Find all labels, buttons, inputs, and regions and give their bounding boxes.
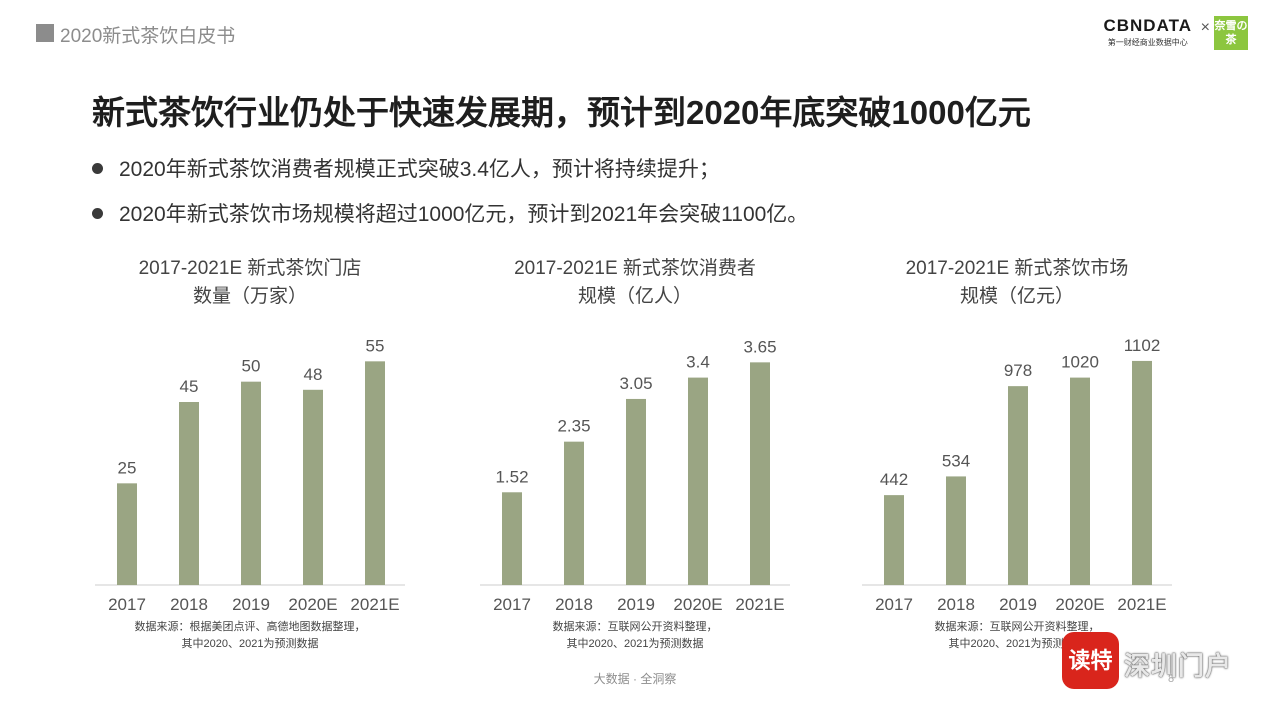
x-tick-label: 2018 <box>170 595 208 614</box>
chart-title-line: 2017-2021E 新式茶饮门店 <box>138 258 362 279</box>
bar-2018 <box>564 441 584 585</box>
bullet-text: 2020年新式茶饮市场规模将超过1000亿元，预计到2021年会突破1100亿。 <box>119 203 809 226</box>
bar-2021E <box>750 362 770 585</box>
bar-chart-consumers: 1.52 2017 2.35 2018 3.05 2019 3.4 2020E 3.65 2021… <box>480 337 790 614</box>
bar-2018 <box>946 476 966 585</box>
source-line: 其中2020、2021为预测数据 <box>948 638 1086 650</box>
data-label: 1102 <box>1124 336 1161 355</box>
data-label: 45 <box>180 377 199 396</box>
footer-tagline: 大数据 · 全洞察 <box>593 672 677 686</box>
x-tick-label: 2017 <box>108 595 146 614</box>
source-line: 数据来源：互联网公开资料整理， <box>552 621 718 633</box>
chart-title: 2017-2021E 新式茶饮消费者 规模（亿人） <box>475 255 795 311</box>
data-label: 48 <box>304 365 323 384</box>
partner-logo: 奈雪の茶 <box>1214 16 1248 50</box>
data-source-note: 数据来源：根据美团点评、高德地图数据整理， 其中2020、2021为预测数据 <box>90 619 410 653</box>
x-tick-label: 2021E <box>735 595 784 614</box>
data-label: 3.4 <box>686 353 710 372</box>
brand-logo: CBNDATA 第一财经商业数据中心 <box>1103 16 1192 48</box>
bullet-dot-icon <box>92 207 103 219</box>
page-number: 8 <box>1168 673 1175 685</box>
bar-2017 <box>884 495 904 585</box>
bar-2021E <box>1132 360 1152 585</box>
chart-panel-stores: 2017-2021E 新式茶饮门店 数量（万家） 25 2017 45 2018 50 2… <box>90 255 410 655</box>
data-label: 1.52 <box>495 467 528 486</box>
bullet-point: 2020年新式茶饮消费者规模正式突破3.4亿人，预计将持续提升； <box>92 153 720 183</box>
brand-separator: × <box>1200 19 1210 36</box>
data-label: 534 <box>942 451 970 470</box>
brand-subtitle: 第一财经商业数据中心 <box>1107 38 1188 47</box>
bar-2020E <box>688 377 708 585</box>
x-tick-label: 2021E <box>1117 595 1166 614</box>
data-label: 3.65 <box>743 337 776 356</box>
data-source-note: 数据来源：互联网公开资料整理， 其中2020、2021为预测数据 <box>857 619 1177 653</box>
data-label: 1020 <box>1061 353 1099 372</box>
bar-2018 <box>179 402 199 585</box>
source-line: 数据来源：互联网公开资料整理， <box>934 621 1100 633</box>
watermark-badge: 读特 <box>1062 632 1119 689</box>
data-label: 442 <box>880 470 908 489</box>
x-tick-label: 2017 <box>493 595 531 614</box>
x-tick-label: 2019 <box>617 595 655 614</box>
bullet-text: 2020年新式茶饮消费者规模正式突破3.4亿人，预计将持续提升； <box>119 158 720 181</box>
source-line: 其中2020、2021为预测数据 <box>181 638 319 650</box>
data-source-note: 数据来源：互联网公开资料整理， 其中2020、2021为预测数据 <box>475 619 795 653</box>
report-title: 2020新式茶饮白皮书 <box>60 26 236 47</box>
chart-title-line: 2017-2021E 新式茶饮消费者 <box>514 258 756 279</box>
x-tick-label: 2019 <box>999 595 1037 614</box>
x-tick-label: 2020E <box>288 595 337 614</box>
header-square-icon <box>36 24 54 42</box>
bullet-point: 2020年新式茶饮市场规模将超过1000亿元，预计到2021年会突破1100亿。 <box>92 198 808 228</box>
bar-2017 <box>117 483 137 585</box>
chart-title-line: 规模（亿人） <box>577 286 692 307</box>
chart-title-line: 规模（亿元） <box>959 286 1074 307</box>
brand-name: CBNDATA <box>1103 16 1192 35</box>
x-tick-label: 2020E <box>1055 595 1104 614</box>
source-line: 数据来源：根据美团点评、高德地图数据整理， <box>134 621 366 633</box>
watermark: 读特 深圳门户 <box>1062 632 1247 690</box>
chart-panel-consumers: 2017-2021E 新式茶饮消费者 规模（亿人） 1.52 2017 2.35 20… <box>475 255 795 655</box>
data-label: 55 <box>366 336 385 355</box>
bullet-dot-icon <box>92 162 103 174</box>
data-label: 3.05 <box>619 374 652 393</box>
bar-2019 <box>241 381 261 585</box>
x-tick-label: 2017 <box>875 595 913 614</box>
chart-title: 2017-2021E 新式茶饮门店 数量（万家） <box>90 255 410 311</box>
chart-panel-market: 2017-2021E 新式茶饮市场 规模（亿元） 442 2017 534 2018 9… <box>857 255 1177 655</box>
chart-title: 2017-2021E 新式茶饮市场 规模（亿元） <box>857 255 1177 311</box>
bar-2019 <box>1008 386 1028 585</box>
x-tick-label: 2019 <box>232 595 270 614</box>
x-tick-label: 2021E <box>350 595 399 614</box>
bar-chart-market: 442 2017 534 2018 978 2019 1020 2020E 1102 2021E <box>862 336 1172 614</box>
x-tick-label: 2018 <box>937 595 975 614</box>
x-tick-label: 2020E <box>673 595 722 614</box>
data-label: 25 <box>118 458 137 477</box>
x-tick-label: 2018 <box>555 595 593 614</box>
bar-2019 <box>626 398 646 585</box>
bar-2017 <box>502 492 522 585</box>
data-label: 978 <box>1004 361 1032 380</box>
watermark-text: 深圳门户 <box>1124 651 1233 681</box>
data-label: 50 <box>242 357 261 376</box>
chart-title-line: 2017-2021E 新式茶饮市场 <box>905 258 1129 279</box>
bar-2021E <box>365 361 385 585</box>
chart-title-line: 数量（万家） <box>192 286 307 307</box>
source-line: 其中2020、2021为预测数据 <box>566 638 704 650</box>
bar-2020E <box>1070 377 1090 585</box>
data-label: 2.35 <box>557 417 590 436</box>
bar-chart-stores: 25 2017 45 2018 50 2019 48 2020E 55 2021E <box>95 336 405 614</box>
bar-2020E <box>303 389 323 585</box>
page-title: 新式茶饮行业仍处于快速发展期，预计到2020年底突破1000亿元 <box>92 94 1031 131</box>
